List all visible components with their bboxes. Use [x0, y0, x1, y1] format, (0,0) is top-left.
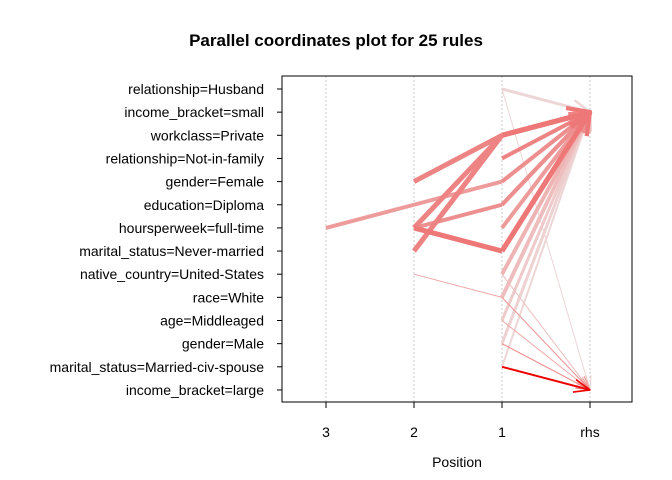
rule-arrow-line [501, 343, 591, 391]
rule-arrow-line [499, 110, 593, 253]
rule-arrow-line [501, 273, 591, 391]
chart-title: Parallel coordinates plot for 25 rules [189, 31, 483, 50]
rule-path [413, 202, 503, 230]
x-tick-label: 1 [498, 424, 506, 440]
rule-arrow-line [501, 320, 591, 391]
y-item-label: gender=Female [166, 174, 265, 190]
rule-arrow-line [501, 365, 591, 391]
y-item-label: native_country=United-States [80, 266, 264, 282]
rule-path [412, 133, 504, 184]
rule-14 [499, 110, 593, 253]
rule-arrow-line [501, 88, 591, 391]
y-item-label: workclass=Private [150, 127, 264, 143]
y-item-label: marital_status=Married-civ-spouse [50, 359, 265, 375]
y-item-label: income_bracket=large [126, 382, 264, 398]
rule-arrow-head [568, 110, 592, 137]
rule-arrow-line [500, 111, 592, 345]
rule-arrow-head [572, 379, 591, 393]
rule-arrow-line [501, 109, 591, 138]
y-item-label: gender=Male [182, 336, 264, 352]
x-axis: 3 2 1 rhs [322, 402, 600, 440]
rule-path [413, 273, 503, 298]
rule-path [413, 225, 503, 254]
x-tick-label: 2 [410, 424, 418, 440]
rule-arrow-line [501, 297, 591, 391]
y-item-label: hoursperweek=full-time [119, 220, 264, 236]
rule-24 [501, 273, 591, 391]
x-tick-label: 3 [322, 424, 330, 440]
plot-frame [281, 75, 633, 403]
y-item-label: marital_status=Never-married [79, 243, 264, 259]
y-item-label: age=Middleaged [160, 313, 264, 329]
y-item-label: education=Diploma [144, 197, 264, 213]
rule-22 [501, 343, 591, 391]
x-tick-label: rhs [580, 424, 599, 440]
y-item-label: relationship=Not-in-family [106, 150, 264, 166]
rule-arrow-line [500, 110, 592, 207]
y-item-label: relationship=Husband [128, 81, 264, 97]
y-axis-labels: relationship=Husband income_bracket=small… [50, 81, 282, 398]
rules-layer [325, 87, 593, 393]
y-item-label: race=White [193, 289, 264, 305]
y-item-label: income_bracket=small [124, 104, 264, 120]
x-axis-label: Position [432, 454, 482, 470]
rule-path [325, 179, 503, 230]
rule-23 [501, 365, 591, 393]
